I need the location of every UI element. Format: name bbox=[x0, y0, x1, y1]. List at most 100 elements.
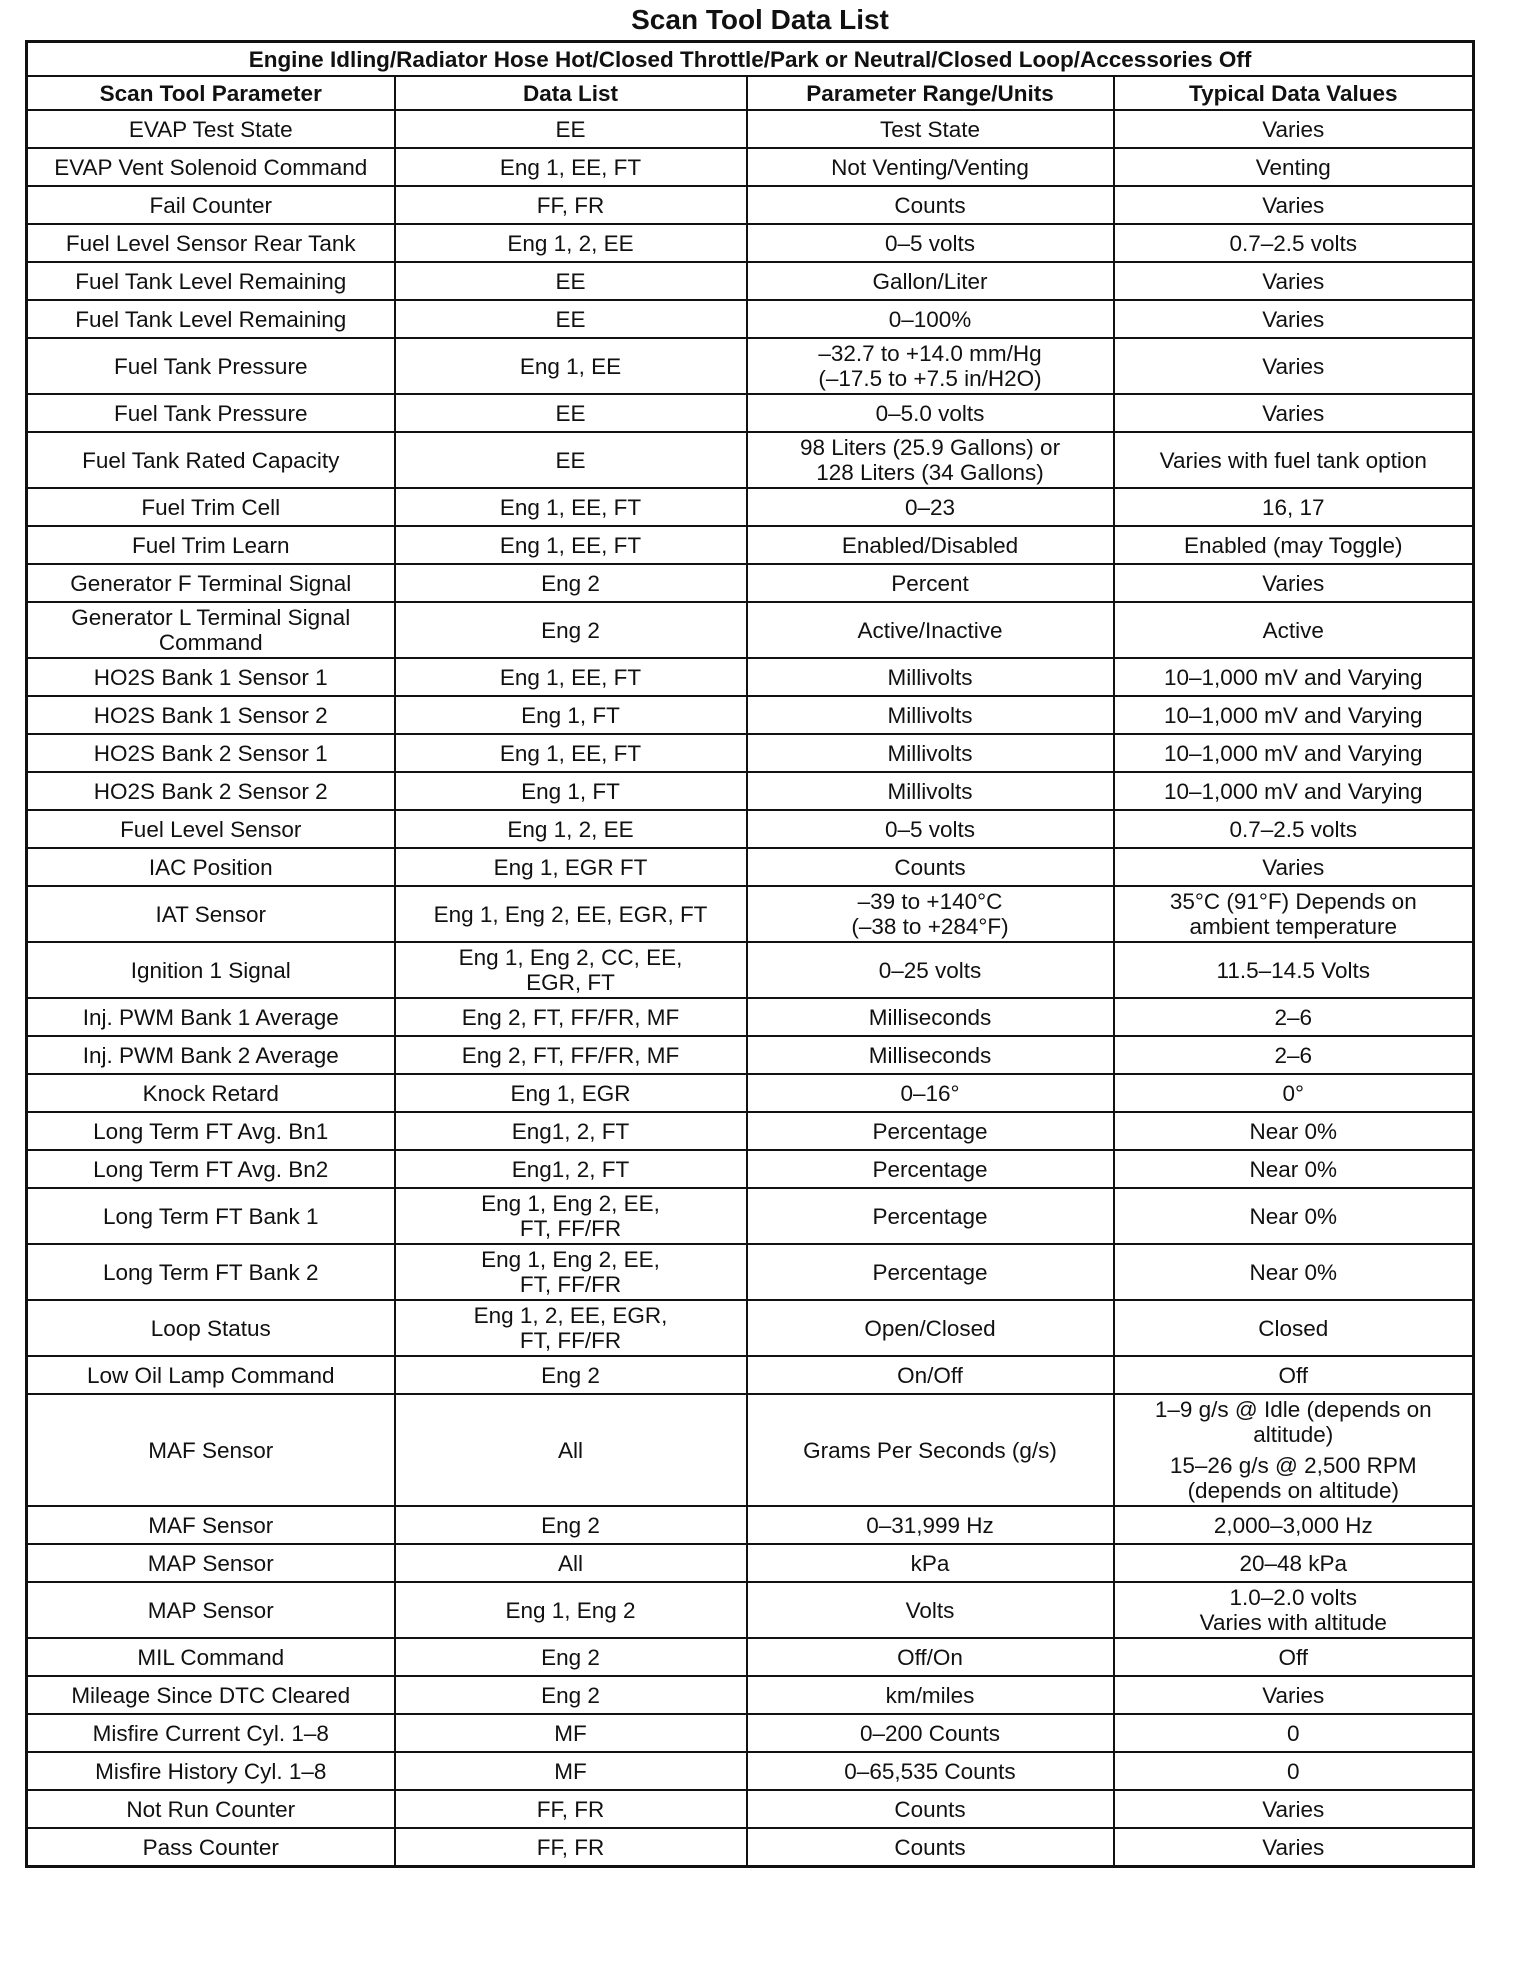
table-cell: Eng 2 bbox=[393, 1637, 748, 1677]
table-cell: Inj. PWM Bank 1 Average bbox=[25, 997, 396, 1037]
table-cell: Eng 2 bbox=[393, 1355, 748, 1395]
table-cell: Eng 2 bbox=[393, 1675, 748, 1715]
table-cell: Percentage bbox=[745, 1187, 1115, 1245]
table-cell: 0 bbox=[1112, 1751, 1475, 1791]
table-cell: Counts bbox=[745, 1789, 1115, 1829]
table-cell: EE bbox=[393, 109, 748, 149]
table-row: Fuel Level Sensor Rear Tank Eng 1, 2, EE 0… bbox=[25, 223, 1475, 263]
table-cell: Eng 1, Eng 2, CC, EE, EGR, FT bbox=[393, 941, 748, 999]
table-cell: MF bbox=[393, 1751, 748, 1791]
table-row: MIL Command Eng 2 Off/On Off bbox=[25, 1637, 1475, 1677]
table-cell: Eng 1, EGR bbox=[393, 1073, 748, 1113]
table-cell: Long Term FT Avg. Bn2 bbox=[25, 1149, 396, 1189]
table-cell: Eng 1, EE, FT bbox=[393, 657, 748, 697]
table-row: Mileage Since DTC Cleared Eng 2 km/miles Va… bbox=[25, 1675, 1475, 1715]
table-cell: Eng 1, EE, FT bbox=[393, 487, 748, 527]
cell-line: –32.7 to +14.0 mm/Hg bbox=[818, 341, 1042, 366]
table-cell: EVAP Vent Solenoid Command bbox=[25, 147, 396, 187]
table-cell: Misfire Current Cyl. 1–8 bbox=[25, 1713, 396, 1753]
table-cell: IAC Position bbox=[25, 847, 396, 887]
table-cell: Test State bbox=[745, 109, 1115, 149]
table-cell: Varies with fuel tank option bbox=[1112, 431, 1475, 489]
cell-line: FT, FF/FR bbox=[519, 1272, 622, 1297]
table-cell: Mileage Since DTC Cleared bbox=[25, 1675, 396, 1715]
page: Scan Tool Data List Engine Idling/Radiat… bbox=[0, 4, 1520, 1972]
table-cell: Fuel Trim Learn bbox=[25, 525, 396, 565]
table-row: MAF Sensor Eng 2 0–31,999 Hz 2,000–3,000 Hz bbox=[25, 1505, 1475, 1545]
table-cell: 11.5–14.5 Volts bbox=[1112, 941, 1475, 999]
table-row: Pass Counter FF, FR Counts Varies bbox=[25, 1827, 1475, 1868]
table-cell: 10–1,000 mV and Varying bbox=[1112, 657, 1475, 697]
table-cell: Eng1, 2, FT bbox=[393, 1111, 748, 1151]
table-cell: 10–1,000 mV and Varying bbox=[1112, 733, 1475, 773]
table-cell: Near 0% bbox=[1112, 1243, 1475, 1301]
cell-line: 98 Liters (25.9 Gallons) or bbox=[799, 435, 1061, 460]
table-cell: Generator L Terminal Signal Command bbox=[25, 601, 396, 659]
table-cell: Eng 1, Eng 2, EE, EGR, FT bbox=[393, 885, 748, 943]
cell-line: Eng 1, Eng 2, EE, bbox=[481, 1191, 660, 1216]
table-cell: On/Off bbox=[745, 1355, 1115, 1395]
table-row: Fuel Trim Cell Eng 1, EE, FT 0–23 16, 17 bbox=[25, 487, 1475, 527]
column-header: Data List bbox=[393, 75, 748, 111]
table-cell: 2–6 bbox=[1112, 1035, 1475, 1075]
table-cell: Loop Status bbox=[25, 1299, 396, 1357]
table-cell: Gallon/Liter bbox=[745, 261, 1115, 301]
table-cell: Eng 2, FT, FF/FR, MF bbox=[393, 1035, 748, 1075]
table-cell: Ignition 1 Signal bbox=[25, 941, 396, 999]
table-cell: Volts bbox=[745, 1581, 1115, 1639]
table-cell: All bbox=[393, 1543, 748, 1583]
table-row: HO2S Bank 2 Sensor 1 Eng 1, EE, FT Millivo… bbox=[25, 733, 1475, 773]
table-row: IAC Position Eng 1, EGR FT Counts Varies bbox=[25, 847, 1475, 887]
table-cell: 2,000–3,000 Hz bbox=[1112, 1505, 1475, 1545]
table-cell: Varies bbox=[1112, 109, 1475, 149]
table-cell: 1.0–2.0 volts Varies with altitude bbox=[1112, 1581, 1475, 1639]
table-cell: FF, FR bbox=[393, 1789, 748, 1829]
table-cell: MAP Sensor bbox=[25, 1581, 396, 1639]
table-cell: Percent bbox=[745, 563, 1115, 603]
table-cell: Not Run Counter bbox=[25, 1789, 396, 1829]
table-cell: Millivolts bbox=[745, 771, 1115, 811]
table-cell: Fuel Tank Level Remaining bbox=[25, 299, 396, 339]
table-row: HO2S Bank 1 Sensor 2 Eng 1, FT Millivolts 1… bbox=[25, 695, 1475, 735]
table-cell: HO2S Bank 1 Sensor 2 bbox=[25, 695, 396, 735]
table-cell: Eng 1, Eng 2, EE, FT, FF/FR bbox=[393, 1243, 748, 1301]
table-row: Long Term FT Avg. Bn2 Eng1, 2, FT Percenta… bbox=[25, 1149, 1475, 1189]
cell-line: 15–26 g/s @ 2,500 RPM (depends on altitu… bbox=[1169, 1453, 1417, 1503]
table-cell: Off bbox=[1112, 1355, 1475, 1395]
column-header: Scan Tool Parameter bbox=[25, 75, 396, 111]
table-row: MAP Sensor Eng 1, Eng 2 Volts 1.0–2.0 volts… bbox=[25, 1581, 1475, 1639]
table-cell: 0.7–2.5 volts bbox=[1112, 223, 1475, 263]
table-row: Fuel Tank Level Remaining EE Gallon/Liter V… bbox=[25, 261, 1475, 301]
table-row: Low Oil Lamp Command Eng 2 On/Off Off bbox=[25, 1355, 1475, 1395]
table-cell: 35°C (91°F) Depends on ambient temperatur… bbox=[1112, 885, 1475, 943]
cell-line: (–38 to +284°F) bbox=[851, 914, 1009, 939]
table-cell: 0 bbox=[1112, 1713, 1475, 1753]
table-cell: FF, FR bbox=[393, 185, 748, 225]
table-cell: 98 Liters (25.9 Gallons) or 128 Liters (3… bbox=[745, 431, 1115, 489]
table-cell: 20–48 kPa bbox=[1112, 1543, 1475, 1583]
table-row: Fuel Tank Pressure EE 0–5.0 volts Varies bbox=[25, 393, 1475, 433]
table-cell: 0–31,999 Hz bbox=[745, 1505, 1115, 1545]
table-cell: –39 to +140°C (–38 to +284°F) bbox=[745, 885, 1115, 943]
table-cell: Varies bbox=[1112, 563, 1475, 603]
cell-line: 128 Liters (34 Gallons) bbox=[816, 460, 1044, 485]
table-cell: Counts bbox=[745, 847, 1115, 887]
table-row: MAF Sensor All Grams Per Seconds (g/s) 1–9 … bbox=[25, 1393, 1475, 1507]
table-cell: Varies bbox=[1112, 337, 1475, 395]
cell-line: –39 to +140°C bbox=[857, 889, 1003, 914]
table-cell: Grams Per Seconds (g/s) bbox=[745, 1393, 1115, 1507]
column-header: Typical Data Values bbox=[1112, 75, 1475, 111]
table-cell: 0–100% bbox=[745, 299, 1115, 339]
table-cell: Pass Counter bbox=[25, 1827, 396, 1868]
cell-line: Varies with altitude bbox=[1199, 1610, 1387, 1635]
table-cell: 2–6 bbox=[1112, 997, 1475, 1037]
table-cell: 1–9 g/s @ Idle (depends on altitude) 15–2… bbox=[1112, 1393, 1475, 1507]
title: Scan Tool Data List bbox=[631, 4, 889, 35]
table-cell: Knock Retard bbox=[25, 1073, 396, 1113]
table-row: MAP Sensor All kPa 20–48 kPa bbox=[25, 1543, 1475, 1583]
table-row: Long Term FT Avg. Bn1 Eng1, 2, FT Percenta… bbox=[25, 1111, 1475, 1151]
table-cell: Varies bbox=[1112, 261, 1475, 301]
table-cell: MF bbox=[393, 1713, 748, 1753]
table-cell: 0–5 volts bbox=[745, 223, 1115, 263]
table-cell: Percentage bbox=[745, 1111, 1115, 1151]
